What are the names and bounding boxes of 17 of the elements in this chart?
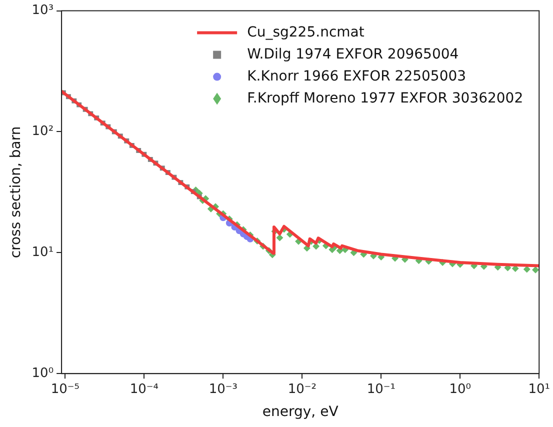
- x-tick-label: 10⁻⁴: [130, 382, 158, 397]
- y-tick-label: 10⁰: [32, 366, 54, 381]
- legend-label: F.Kropff Moreno 1977 EXFOR 30362002: [247, 90, 524, 106]
- x-tick-label: 10⁻³: [208, 382, 238, 397]
- x-tick-label: 10⁰: [449, 382, 472, 397]
- legend-label: Cu_sg225.ncmat: [247, 24, 365, 40]
- y-axis-title: cross section, barn: [8, 126, 24, 258]
- y-tick-label: 10²: [32, 124, 54, 140]
- x-axis-title: energy, eV: [262, 404, 339, 420]
- y-tick-label: 10³: [32, 3, 54, 18]
- x-tick-label: 10⁻²: [288, 382, 316, 397]
- y-tick-label: 10¹: [32, 245, 54, 260]
- legend-label: K.Knorr 1966 EXFOR 22505003: [247, 68, 466, 84]
- x-tick-label: 10¹: [528, 382, 550, 397]
- x-tick-label: 10⁻⁵: [50, 382, 80, 397]
- x-tick-label: 10⁻¹: [366, 382, 396, 397]
- legend-label: W.Dilg 1974 EXFOR 20965004: [247, 46, 459, 62]
